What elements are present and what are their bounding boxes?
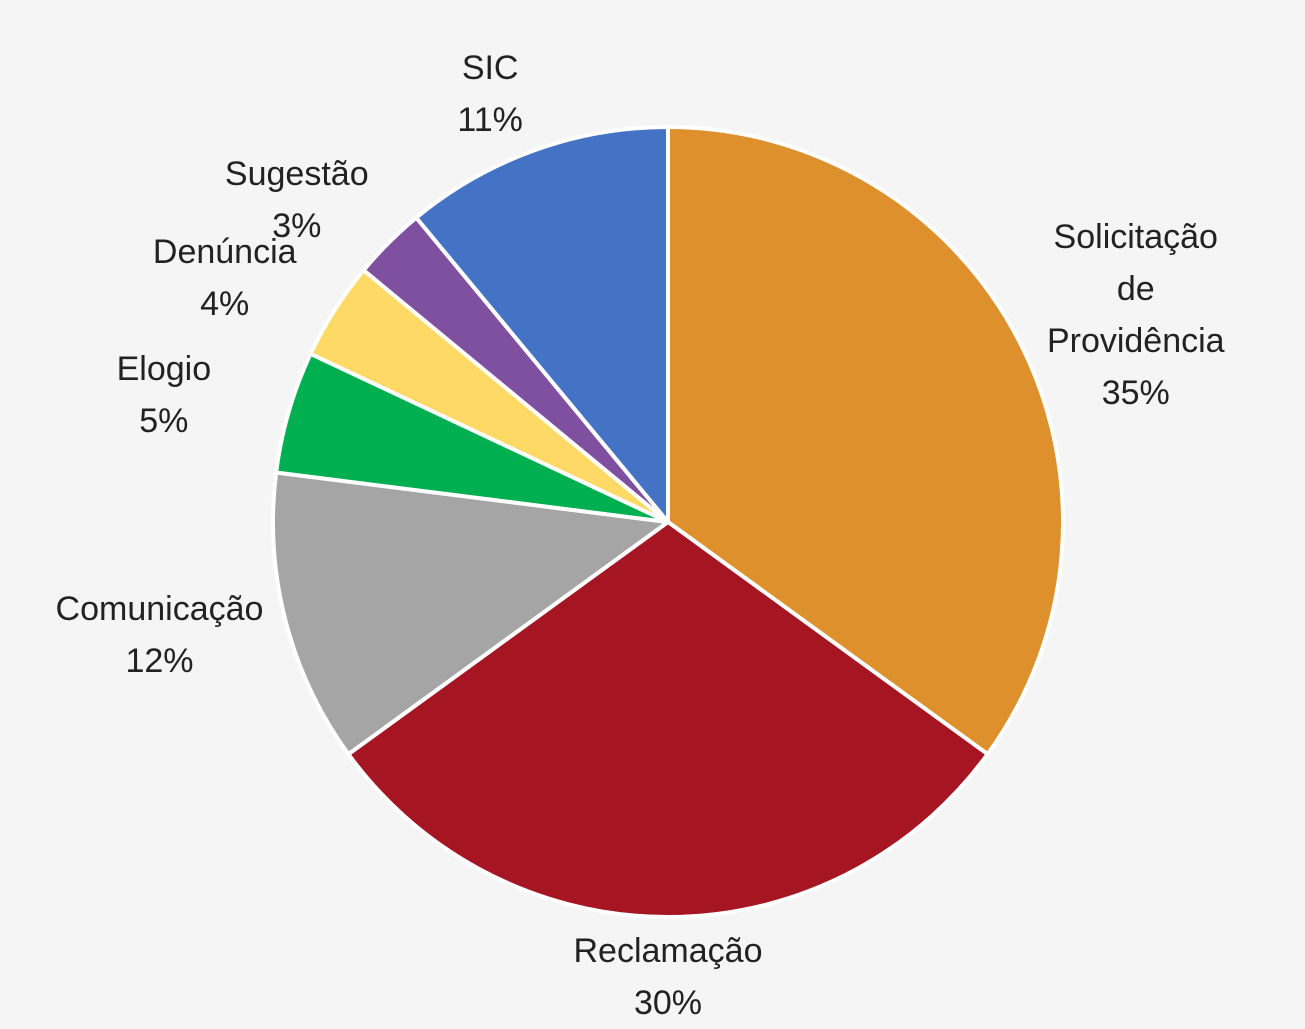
slice-name: Solicitação de Providência (1046, 218, 1225, 361)
slice-label: Elogio 5% (117, 343, 212, 447)
slice-value: 12% (125, 642, 194, 681)
slice-name: Elogio (116, 350, 212, 389)
pie-slice (666, 125, 1065, 757)
slice-value: 3% (272, 207, 322, 246)
slice-label: Comunicação 12% (56, 583, 264, 687)
pie-slice (346, 520, 990, 919)
slice-name: Denúncia (152, 233, 297, 272)
slice-label: Solicitação de Providência 35% (1047, 211, 1225, 419)
slice-label: SIC 11% (457, 42, 523, 146)
slice-name: Comunicação (55, 590, 264, 629)
slice-value: 30% (633, 984, 703, 1022)
pie-slice (414, 125, 670, 524)
slice-value: 11% (457, 100, 523, 139)
slice-name: SIC (461, 48, 519, 87)
chart: Solicitação de Providência 35% Reclamação 3… (56, 42, 1225, 1022)
slice-value: 5% (139, 402, 189, 441)
pie (271, 125, 1065, 919)
slice-name: Sugestão (224, 155, 369, 194)
slice-label: Reclamação 30% (574, 925, 763, 1029)
slice-value: 4% (200, 285, 250, 324)
pie-slice (271, 470, 670, 757)
slice-label: Denúncia 4% (153, 226, 297, 330)
slice-name: Reclamação (573, 932, 763, 970)
slice-value: 35% (1101, 374, 1170, 413)
slice-label: Sugestão 3% (225, 148, 369, 252)
